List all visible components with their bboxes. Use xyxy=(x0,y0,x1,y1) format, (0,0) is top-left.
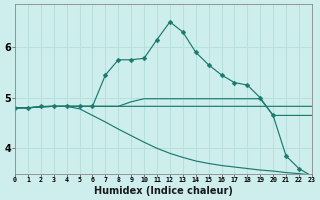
X-axis label: Humidex (Indice chaleur): Humidex (Indice chaleur) xyxy=(94,186,233,196)
